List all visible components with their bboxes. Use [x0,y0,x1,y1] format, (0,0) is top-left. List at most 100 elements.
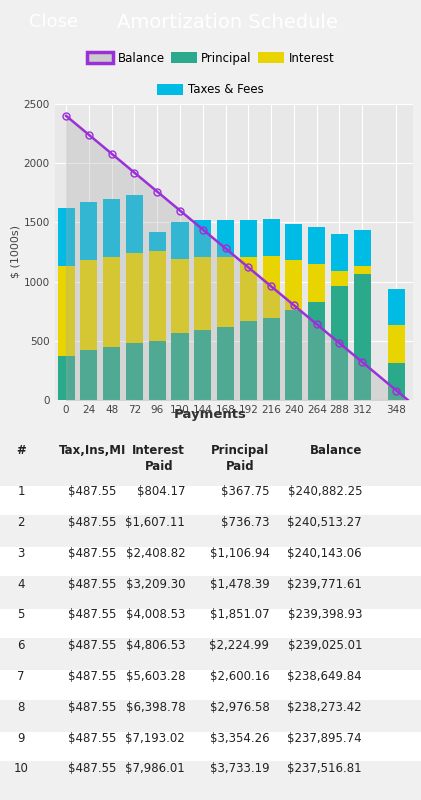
Bar [171,222,189,259]
Text: Amortization Schedule: Amortization Schedule [117,13,338,31]
Bar [80,260,97,350]
Bar [58,356,75,400]
Text: 8: 8 [17,701,25,714]
Y-axis label: $ (1000s): $ (1000s) [11,226,21,278]
Text: $7,986.01: $7,986.01 [125,762,185,775]
Bar [126,343,143,400]
FancyBboxPatch shape [0,639,421,669]
Bar [194,220,211,257]
Bar [217,257,234,326]
Text: $367.75: $367.75 [221,485,269,498]
Text: Payments: Payments [174,408,247,421]
Text: $239,771.61: $239,771.61 [287,578,362,590]
Text: $4,806.53: $4,806.53 [126,639,185,652]
Bar [149,232,166,251]
Text: #: # [16,444,26,457]
Text: Interest
Paid: Interest Paid [132,444,185,473]
Text: $3,209.30: $3,209.30 [126,578,185,590]
Bar [58,266,75,356]
Bar [354,266,371,274]
Bar [126,253,143,343]
Bar [149,341,166,400]
Text: $238,273.42: $238,273.42 [288,701,362,714]
Bar [240,321,257,400]
Bar [126,195,143,253]
Text: $487.55: $487.55 [69,639,117,652]
Text: $1,106.94: $1,106.94 [210,547,269,560]
Text: $2,224.99: $2,224.99 [209,639,269,652]
Bar [171,333,189,400]
Text: $487.55: $487.55 [69,731,117,745]
Text: $3,354.26: $3,354.26 [210,731,269,745]
Text: 3: 3 [17,547,25,560]
Text: 1: 1 [17,485,25,498]
Text: $237,516.81: $237,516.81 [288,762,362,775]
Text: 10: 10 [13,762,29,775]
Bar [240,220,257,257]
Text: 7: 7 [17,670,25,683]
Bar [388,363,405,400]
Text: $240,513.27: $240,513.27 [288,516,362,529]
FancyBboxPatch shape [0,547,421,576]
Text: $238,649.84: $238,649.84 [288,670,362,683]
Bar [103,346,120,400]
Bar [285,223,302,260]
Text: $2,976.58: $2,976.58 [210,701,269,714]
FancyBboxPatch shape [0,516,421,546]
Bar [149,251,166,341]
Text: 4: 4 [17,578,25,590]
Bar [308,302,325,400]
Bar [217,326,234,400]
Bar [171,259,189,333]
Text: $1,607.11: $1,607.11 [125,516,185,529]
Text: $240,882.25: $240,882.25 [288,485,362,498]
Bar [103,198,120,257]
Text: $2,600.16: $2,600.16 [210,670,269,683]
FancyBboxPatch shape [0,609,421,638]
Text: Close: Close [29,13,79,31]
Bar [80,350,97,400]
Bar [217,220,234,257]
Text: 9: 9 [17,731,25,745]
Text: $7,193.02: $7,193.02 [125,731,185,745]
Bar [285,310,302,400]
Text: $487.55: $487.55 [69,485,117,498]
Bar [285,260,302,310]
Bar [263,318,280,400]
Bar [58,208,75,266]
Bar [308,227,325,264]
Text: $239,025.01: $239,025.01 [288,639,362,652]
Text: $487.55: $487.55 [69,670,117,683]
Text: $1,478.39: $1,478.39 [210,578,269,590]
Text: $487.55: $487.55 [69,701,117,714]
Bar [194,330,211,400]
FancyBboxPatch shape [0,486,421,515]
Text: $237,895.74: $237,895.74 [288,731,362,745]
Bar [388,289,405,326]
Text: $487.55: $487.55 [69,547,117,560]
FancyBboxPatch shape [0,670,421,699]
Text: $4,008.53: $4,008.53 [126,608,185,622]
FancyBboxPatch shape [0,762,421,792]
Bar [331,286,348,400]
Bar [240,257,257,321]
Text: Balance: Balance [310,444,362,457]
Text: $1,851.07: $1,851.07 [210,608,269,622]
Text: $736.73: $736.73 [221,516,269,529]
Bar [80,202,97,260]
Text: $487.55: $487.55 [69,608,117,622]
Bar [354,274,371,400]
Legend: Taxes & Fees: Taxes & Fees [152,78,269,101]
Text: Principal
Paid: Principal Paid [211,444,269,473]
Bar [331,234,348,271]
Text: $487.55: $487.55 [69,762,117,775]
Text: $5,603.28: $5,603.28 [126,670,185,683]
Text: $239,398.93: $239,398.93 [288,608,362,622]
Text: $804.17: $804.17 [137,485,185,498]
Bar [308,264,325,302]
Text: $487.55: $487.55 [69,578,117,590]
Text: Tax,Ins,MI: Tax,Ins,MI [59,444,126,457]
Text: 2: 2 [17,516,25,529]
Text: $487.55: $487.55 [69,516,117,529]
Bar [354,230,371,266]
